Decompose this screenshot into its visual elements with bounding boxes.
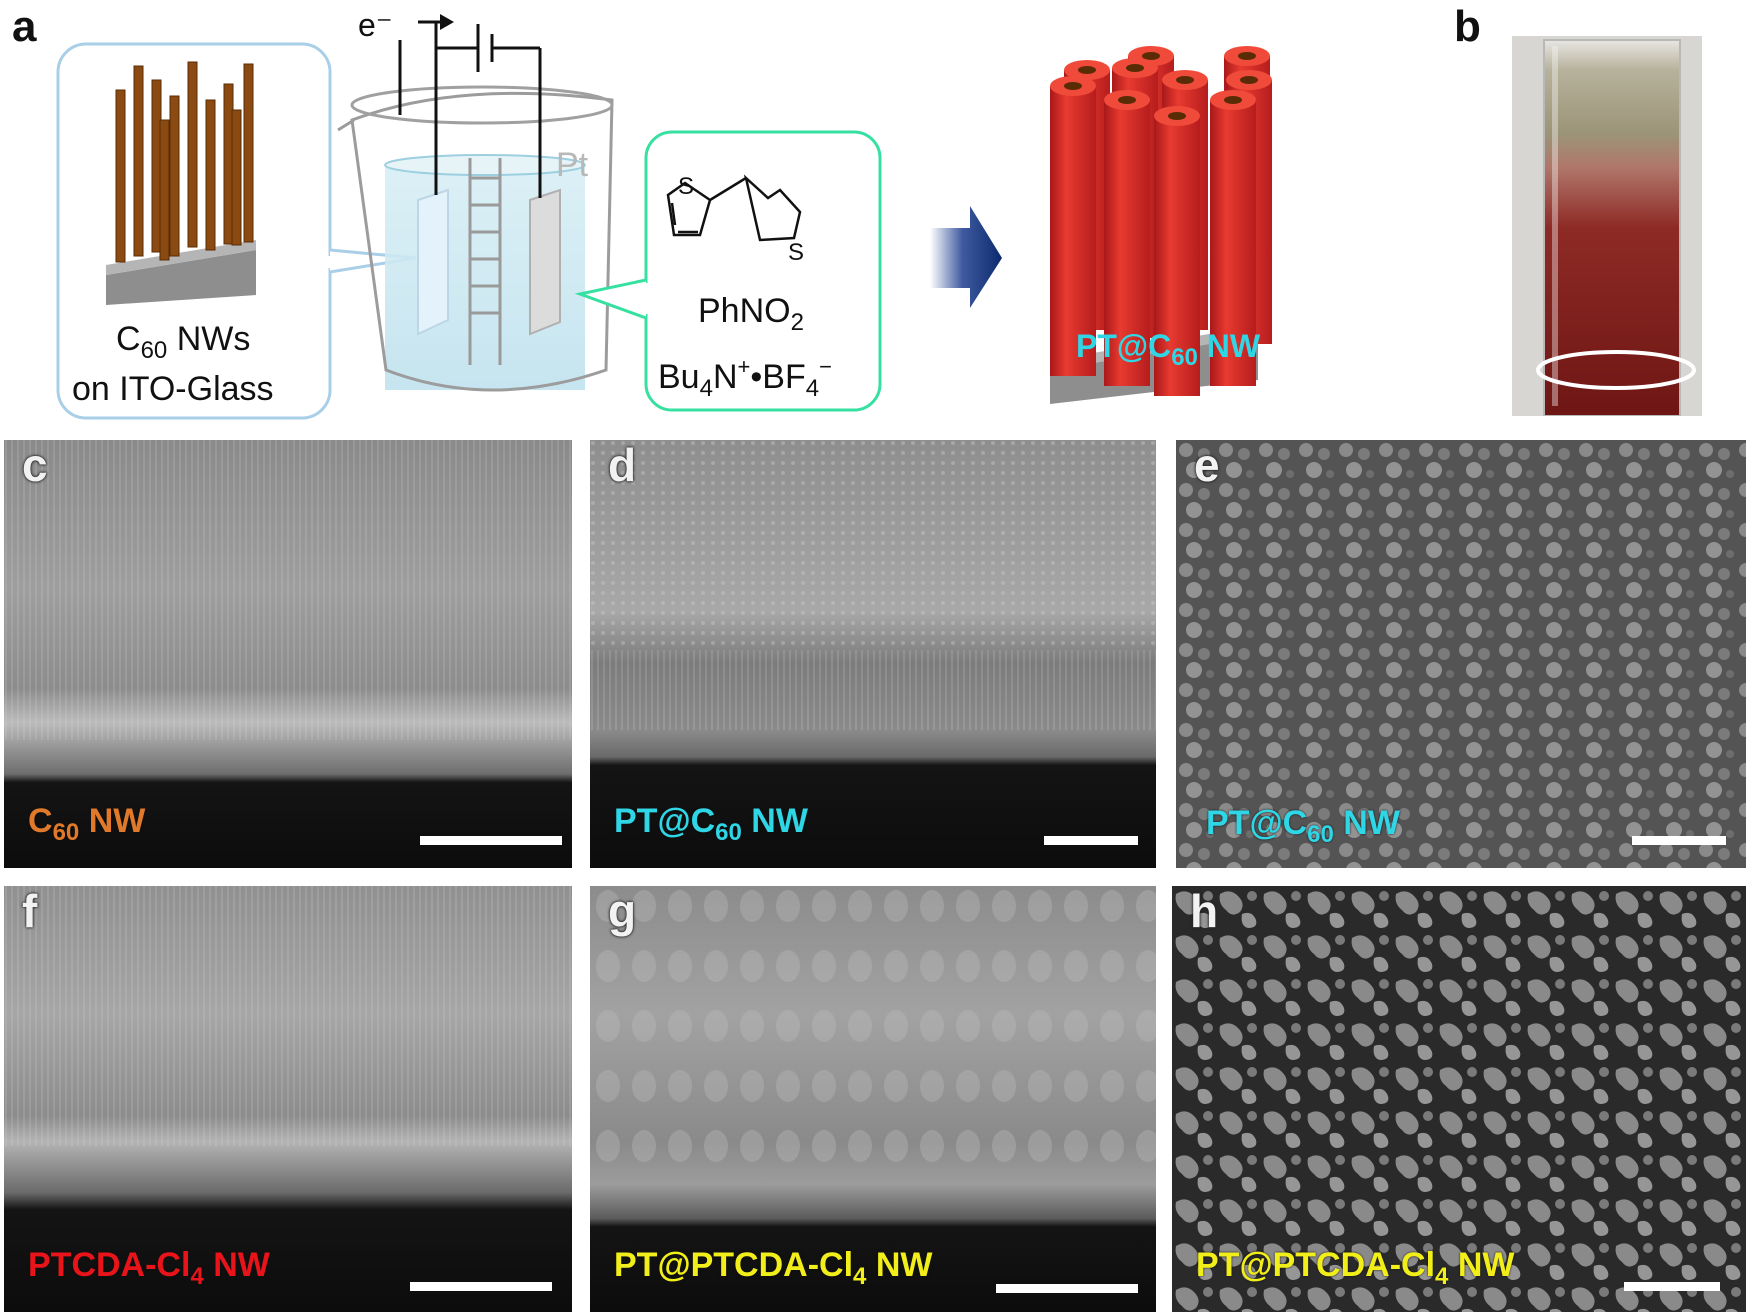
vial-photo [1512, 36, 1702, 416]
scale-bar-h [1624, 1282, 1720, 1291]
schematic-figure: S S [56, 14, 1272, 420]
electron-label: e⁻ [358, 7, 393, 43]
product-label: PT@C60 NW [1076, 328, 1261, 371]
sem-panel-d: d PT@C60 NW [590, 440, 1156, 868]
sem-caption-e: PT@C60 NW [1206, 804, 1400, 848]
sem-image-e [1176, 440, 1746, 868]
panel-letter-d: d [608, 440, 637, 491]
sem-image-h [1172, 886, 1746, 1312]
panel-letter-e: e [1194, 440, 1220, 491]
panel-b: b [1440, 0, 1750, 430]
solvent-label: PhNO2 [698, 292, 804, 336]
panel-letter-a: a [12, 2, 37, 51]
sem-caption-f: PTCDA-Cl4 NW [28, 1246, 270, 1290]
beaker [337, 14, 614, 392]
c60-nw-callout [56, 42, 417, 420]
substrate-label-line2: on ITO-Glass [72, 370, 274, 408]
panel-a: a [0, 0, 1440, 430]
sem-image-f [4, 886, 572, 1312]
panel-letter-h: h [1190, 886, 1219, 937]
scale-bar-c [420, 836, 562, 845]
thiophene-s-2: S [788, 239, 804, 266]
sem-caption-c: C60 NW [28, 802, 146, 846]
scale-bar-d [1044, 836, 1138, 845]
sem-panel-e: e PT@C60 NW [1176, 440, 1746, 868]
scale-bar-e [1632, 836, 1726, 845]
highlight-ellipse [1536, 350, 1696, 390]
panel-letter-c: c [22, 440, 48, 491]
pt-c60-nanotubes [1050, 46, 1272, 404]
panel-letter-g: g [608, 886, 637, 937]
sem-panel-c: c C60 NW [4, 440, 572, 868]
sem-image-c [4, 440, 572, 868]
reaction-arrow [930, 206, 1002, 308]
sem-caption-d: PT@C60 NW [614, 802, 808, 846]
substrate-label-line1: C60 NWs [116, 320, 251, 364]
bithiophene-structure [666, 174, 802, 242]
pt-label: Pt [556, 146, 589, 184]
electrolyte-label: Bu4N+•BF4− [658, 354, 832, 402]
thiophene-s-1: S [678, 173, 694, 200]
scale-bar-f [410, 1282, 552, 1291]
sem-image-d [590, 440, 1156, 868]
sem-panel-h: h PT@PTCDA-Cl4 NW [1172, 886, 1746, 1312]
sem-panel-f: f PTCDA-Cl4 NW [4, 886, 572, 1312]
scale-bar-g [996, 1284, 1138, 1293]
sem-image-g [590, 886, 1156, 1312]
solution-callout: S S [574, 130, 882, 412]
panel-letter-b: b [1454, 2, 1481, 51]
sem-caption-h: PT@PTCDA-Cl4 NW [1196, 1246, 1515, 1290]
panel-letter-f: f [22, 886, 38, 937]
sem-panel-g: g PT@PTCDA-Cl4 NW [590, 886, 1156, 1312]
sem-caption-g: PT@PTCDA-Cl4 NW [614, 1246, 933, 1290]
